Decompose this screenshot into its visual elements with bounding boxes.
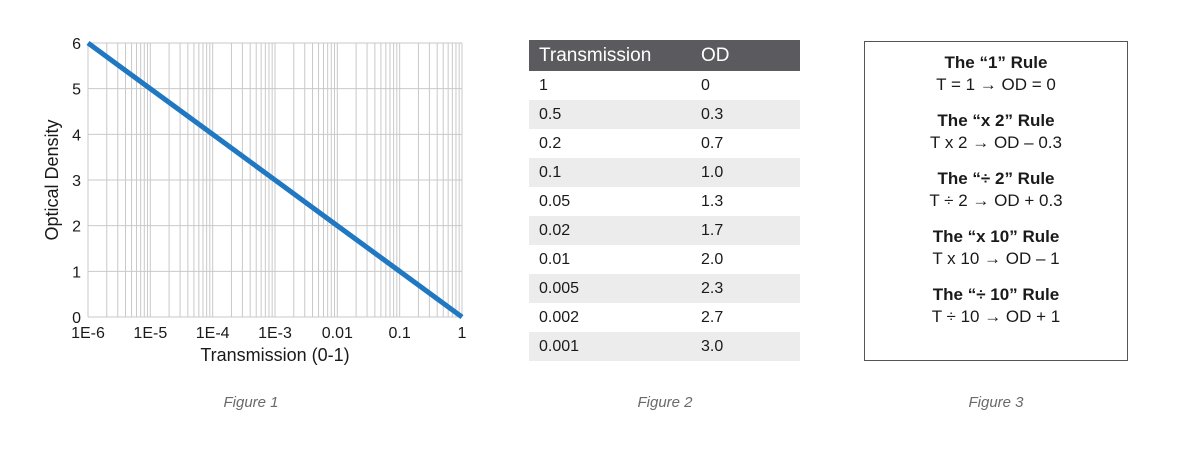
chart-tick-labels: 1E-6 1E-5 1E-4 1E-3 0.01 0.1 1 0 1 2 3 4 5 6 xyxy=(71,36,466,342)
transmission-cell: 0.2 xyxy=(539,134,562,152)
rule-item: The “÷ 2” Rule T ÷ 2 → OD + 0.3 xyxy=(865,168,1127,212)
y-tick-label: 3 xyxy=(72,173,81,190)
rule-item: The “÷ 10” Rule T ÷ 10 → OD + 1 xyxy=(865,284,1127,328)
rule-title: The “1” Rule xyxy=(944,53,1048,72)
rule-item: The “1” Rule T = 1 → OD = 0 xyxy=(865,52,1127,96)
od-cell: 2.7 xyxy=(701,308,724,326)
x-tick-label: 0.01 xyxy=(322,325,353,342)
od-cell: 3.0 xyxy=(701,337,724,355)
rule-formula: T ÷ 10 → OD + 1 xyxy=(931,307,1061,326)
x-tick-label: 1E-5 xyxy=(133,325,167,342)
table-row: 0.01 2.0 xyxy=(529,245,800,274)
x-tick-label: 0.1 xyxy=(389,325,411,342)
table-header-row: Transmission OD xyxy=(529,40,800,71)
y-tick-label: 5 xyxy=(72,82,81,99)
transmission-cell: 0.01 xyxy=(539,250,571,268)
transmission-cell: 0.1 xyxy=(539,163,562,181)
table-row: 0.2 0.7 xyxy=(529,129,800,158)
figure2-caption: Figure 2 xyxy=(637,394,693,411)
x-tick-label: 1 xyxy=(458,325,467,342)
y-axis-label: Optical Density xyxy=(42,119,62,240)
x-axis-label: Transmission (0-1) xyxy=(200,345,349,365)
table-row: 0.002 2.7 xyxy=(529,303,800,332)
transmission-cell: 0.02 xyxy=(539,221,571,239)
figure1-caption: Figure 1 xyxy=(223,394,279,411)
transmission-cell: 0.001 xyxy=(539,337,580,355)
transmission-od-table: Transmission OD 1 0 0.5 0.3 0.2 0.7 0.1 1.0 0.05… xyxy=(529,40,800,361)
rule-title: The “÷ 2” Rule xyxy=(937,169,1055,188)
rule-title: The “x 2” Rule xyxy=(937,111,1055,130)
rule-title: The “x 10” Rule xyxy=(932,227,1060,246)
series-line xyxy=(86,40,464,320)
x-tick-label: 1E-3 xyxy=(258,325,292,342)
chart-series xyxy=(86,40,464,320)
rule-title: The “÷ 10” Rule xyxy=(932,285,1060,304)
table-row: 0.1 1.0 xyxy=(529,158,800,187)
od-cell: 1.7 xyxy=(701,221,724,239)
rule-formula: T x 2 → OD – 0.3 xyxy=(930,133,1062,152)
od-cell: 0.7 xyxy=(701,134,724,152)
rule-item: The “x 2” Rule T x 2 → OD – 0.3 xyxy=(865,110,1127,154)
table-header-transmission: Transmission xyxy=(539,44,652,66)
x-tick-label: 1E-6 xyxy=(71,325,105,342)
y-tick-label: 4 xyxy=(72,127,81,144)
transmission-cell: 1 xyxy=(539,76,548,94)
od-cell: 0 xyxy=(701,76,710,94)
rules-box: The “1” Rule T = 1 → OD = 0 The “x 2” Rule… xyxy=(864,41,1128,361)
rule-formula: T x 10 → OD – 1 xyxy=(932,249,1060,268)
table-row: 0.02 1.7 xyxy=(529,216,800,245)
y-tick-label: 1 xyxy=(72,264,81,281)
table-row: 0.05 1.3 xyxy=(529,187,800,216)
table-body: 1 0 0.5 0.3 0.2 0.7 0.1 1.0 0.05 1.3 0.02 1.7 0.01 2.… xyxy=(529,71,800,361)
rule-formula: T = 1 → OD = 0 xyxy=(936,75,1056,94)
transmission-cell: 0.05 xyxy=(539,192,571,210)
od-cell: 2.0 xyxy=(701,250,724,268)
optical-density-chart: 1E-6 1E-5 1E-4 1E-3 0.01 0.1 1 0 1 2 3 4 5 6 Transmis… xyxy=(42,36,467,365)
rule-item: The “x 10” Rule T x 10 → OD – 1 xyxy=(865,226,1127,270)
y-tick-label: 0 xyxy=(72,310,81,327)
table-row: 0.5 0.3 xyxy=(529,100,800,129)
table-row: 0.001 3.0 xyxy=(529,332,800,361)
y-tick-label: 6 xyxy=(72,36,81,53)
transmission-cell: 0.002 xyxy=(539,308,580,326)
y-tick-label: 2 xyxy=(72,219,81,236)
od-cell: 0.3 xyxy=(701,105,724,123)
table-row: 0.005 2.3 xyxy=(529,274,800,303)
od-cell: 1.0 xyxy=(701,163,724,181)
x-tick-label: 1E-4 xyxy=(196,325,230,342)
transmission-cell: 0.005 xyxy=(539,279,580,297)
table-header-od: OD xyxy=(701,44,730,66)
transmission-cell: 0.5 xyxy=(539,105,562,123)
rule-formula: T ÷ 2 → OD + 0.3 xyxy=(929,191,1063,210)
od-cell: 1.3 xyxy=(701,192,724,210)
od-cell: 2.3 xyxy=(701,279,724,297)
figure3-caption: Figure 3 xyxy=(968,394,1024,411)
